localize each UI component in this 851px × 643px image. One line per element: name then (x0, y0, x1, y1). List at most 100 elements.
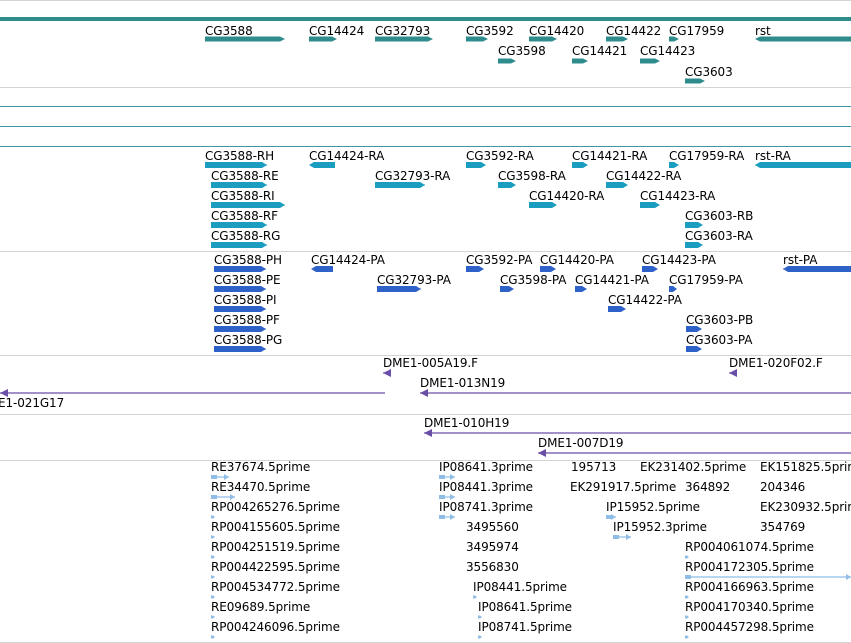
genes-feature-glyph[interactable] (572, 58, 588, 64)
transcripts-feature-label[interactable]: CG3592-RA (466, 149, 534, 163)
proteins-feature-label[interactable]: CG14423-PA (642, 253, 716, 267)
genes-feature-label[interactable]: CG14420 (529, 24, 585, 38)
transcripts-feature-label[interactable]: CG3598-RA (498, 169, 566, 183)
ests-feature-label[interactable]: RP004170340.5prime (685, 600, 814, 614)
ests-feature-label[interactable]: 354769 (760, 520, 806, 534)
clones-feature-glyph[interactable] (420, 389, 851, 397)
clones-feature-label[interactable]: DME1-020F02.F (729, 356, 823, 370)
ests-feature-label[interactable]: IP08641.3prime (439, 460, 533, 474)
transcripts-feature-label[interactable]: rst-RA (755, 149, 791, 163)
ests-feature-label[interactable]: RE09689.5prime (211, 600, 311, 614)
proteins-feature-label[interactable]: CG3603-PA (686, 333, 753, 347)
proteins-feature-label[interactable]: CG3592-PA (466, 253, 533, 267)
ests-feature-glyph[interactable] (685, 555, 689, 559)
proteins-feature-label[interactable]: CG14421-PA (575, 273, 649, 287)
genes-feature-label[interactable]: CG3588 (205, 24, 253, 38)
clones-feature-glyph[interactable] (729, 369, 737, 377)
transcripts-feature-label[interactable]: CG14421-RA (572, 149, 648, 163)
ests-feature-glyph[interactable] (473, 595, 477, 599)
proteins-feature-label[interactable]: CG3603-PB (686, 313, 754, 327)
ests-feature-label[interactable]: IP15952.3prime (613, 520, 707, 534)
clones-feature-glyph[interactable] (383, 369, 391, 377)
ests-feature-label[interactable]: IP08441.5prime (473, 580, 567, 594)
proteins-feature-label[interactable]: CG14420-PA (540, 253, 614, 267)
genes-feature-label[interactable]: rst (755, 24, 771, 38)
proteins-feature-label[interactable]: CG3588-PG (214, 333, 283, 347)
proteins-feature-label[interactable]: CG32793-PA (377, 273, 451, 287)
clones-feature-glyph[interactable] (424, 429, 851, 437)
ests-feature-label[interactable]: RP004265276.5prime (211, 500, 340, 514)
proteins-feature-label[interactable]: CG3588-PE (214, 273, 281, 287)
ests-feature-label[interactable]: EK151825.5prime (760, 460, 851, 474)
genes-feature-label[interactable]: CG3603 (685, 65, 733, 79)
ests-feature-glyph[interactable] (478, 635, 482, 639)
genes-feature-label[interactable]: CG17959 (669, 24, 725, 38)
transcripts-feature-label[interactable]: CG3588-RF (211, 209, 278, 223)
transcripts-feature-label[interactable]: CG14423-RA (640, 189, 716, 203)
transcripts-feature-label[interactable]: CG3588-RG (211, 229, 281, 243)
genes-feature-glyph[interactable] (498, 58, 516, 64)
transcripts-feature-label[interactable]: CG14420-RA (529, 189, 605, 203)
proteins-feature-label[interactable]: CG14424-PA (311, 253, 385, 267)
genes-feature-label[interactable]: CG3592 (466, 24, 514, 38)
ests-feature-label[interactable]: EK231402.5prime (640, 460, 747, 474)
proteins-feature-label[interactable]: CG3588-PF (214, 313, 280, 327)
ests-feature-glyph[interactable] (685, 595, 689, 599)
ests-feature-label[interactable]: IP08641.5prime (478, 600, 572, 614)
ests-feature-glyph[interactable] (211, 515, 215, 519)
ests-feature-label[interactable]: IP08741.5prime (478, 620, 572, 634)
ests-feature-label[interactable]: RP004457298.5prime (685, 620, 814, 634)
ests-feature-label[interactable]: RE34470.5prime (211, 480, 311, 494)
ests-feature-label[interactable]: RP004246096.5prime (211, 620, 340, 634)
proteins-feature-label[interactable]: CG3588-PH (214, 253, 282, 267)
transcripts-feature-label[interactable]: CG32793-RA (375, 169, 451, 183)
ests-feature-label[interactable]: 3495974 (466, 540, 519, 554)
clones-feature-label[interactable]: DME1-007D19 (538, 436, 624, 450)
transcripts-feature-label[interactable]: CG3603-RB (685, 209, 754, 223)
ests-feature-glyph[interactable] (613, 534, 631, 540)
transcripts-feature-label[interactable]: CG3588-RE (211, 169, 279, 183)
proteins-feature-label[interactable]: rst-PA (783, 253, 818, 267)
ests-feature-label[interactable]: RE37674.5prime (211, 460, 311, 474)
ests-feature-label[interactable]: 195713 (571, 460, 617, 474)
proteins-feature-label[interactable]: CG3588-PI (214, 293, 277, 307)
transcripts-feature-label[interactable]: CG14424-RA (309, 149, 385, 163)
ests-feature-label[interactable]: 3556830 (466, 560, 519, 574)
transcripts-feature-label[interactable]: CG3588-RI (211, 189, 275, 203)
genes-feature-label[interactable]: CG14424 (309, 24, 365, 38)
transcripts-feature-label[interactable]: CG17959-RA (669, 149, 745, 163)
ests-feature-glyph[interactable] (211, 635, 215, 639)
proteins-feature-label[interactable]: CG14422-PA (608, 293, 682, 307)
ests-feature-glyph[interactable] (211, 555, 215, 559)
ests-feature-label[interactable]: RP004155605.5prime (211, 520, 340, 534)
ests-feature-label[interactable]: RP004422595.5prime (211, 560, 340, 574)
ests-feature-label[interactable]: IP08741.3prime (439, 500, 533, 514)
ests-feature-glyph[interactable] (211, 595, 215, 599)
ests-feature-glyph[interactable] (478, 615, 482, 619)
ests-feature-label[interactable]: IP15952.5prime (606, 500, 700, 514)
clones-feature-label[interactable]: E1-021G17 (0, 396, 65, 410)
genes-feature-label[interactable]: CG14421 (572, 44, 628, 58)
proteins-feature-label[interactable]: CG17959-PA (669, 273, 743, 287)
ests-feature-glyph[interactable] (211, 535, 215, 539)
transcripts-feature-label[interactable]: CG14422-RA (606, 169, 682, 183)
ests-feature-label[interactable]: EK291917.5prime (570, 480, 677, 494)
ests-feature-label[interactable]: IP08441.3prime (439, 480, 533, 494)
ests-feature-label[interactable]: RP004251519.5prime (211, 540, 340, 554)
genes-feature-label[interactable]: CG32793 (375, 24, 431, 38)
ests-feature-glyph[interactable] (439, 514, 455, 520)
genes-feature-label[interactable]: CG14422 (606, 24, 662, 38)
proteins-feature-label[interactable]: CG3598-PA (500, 273, 567, 287)
ests-feature-glyph[interactable] (211, 615, 215, 619)
clones-feature-glyph[interactable] (538, 449, 851, 457)
genes-feature-glyph[interactable] (640, 58, 660, 64)
ests-feature-label[interactable]: EK230932.5prime (760, 500, 851, 514)
ests-feature-label[interactable]: RP004534772.5prime (211, 580, 340, 594)
ests-feature-label[interactable]: RP004166963.5prime (685, 580, 814, 594)
genes-feature-label[interactable]: CG3598 (498, 44, 546, 58)
ests-feature-label[interactable]: RP004061074.5prime (685, 540, 814, 554)
clones-feature-label[interactable]: DME1-005A19.F (383, 356, 478, 370)
ests-feature-glyph[interactable] (685, 615, 689, 619)
genes-feature-label[interactable]: CG14423 (640, 44, 696, 58)
transcripts-feature-label[interactable]: CG3588-RH (205, 149, 275, 163)
